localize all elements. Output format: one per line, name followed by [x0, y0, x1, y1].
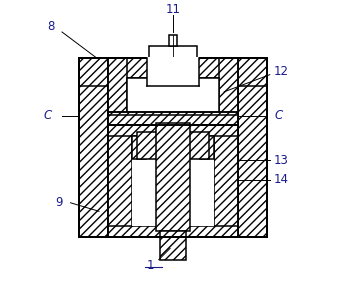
Bar	[199, 57, 267, 86]
Text: 12: 12	[274, 65, 289, 78]
Text: 11: 11	[165, 3, 181, 16]
Bar	[108, 114, 127, 132]
Text: 8: 8	[47, 20, 54, 33]
Bar	[108, 57, 127, 114]
Bar	[108, 124, 132, 237]
Text: C: C	[274, 110, 282, 122]
Bar	[137, 132, 209, 159]
Bar	[79, 57, 267, 237]
Bar	[108, 124, 238, 136]
Bar	[108, 112, 238, 124]
Bar	[238, 57, 267, 237]
Bar	[108, 112, 238, 124]
Bar	[127, 78, 219, 114]
Bar	[132, 136, 146, 159]
Bar	[79, 57, 108, 237]
Bar	[149, 46, 197, 78]
Bar	[79, 208, 267, 237]
Text: 9: 9	[55, 196, 63, 209]
Bar	[200, 136, 214, 159]
Bar	[79, 57, 147, 86]
Bar	[219, 114, 238, 132]
Bar	[108, 124, 238, 237]
Bar	[108, 57, 238, 114]
Text: C: C	[44, 110, 52, 122]
Bar	[214, 124, 238, 237]
Bar	[160, 231, 186, 260]
Bar	[108, 57, 238, 78]
Bar	[219, 57, 238, 114]
Text: 14: 14	[274, 174, 289, 186]
Bar	[108, 226, 238, 237]
Bar	[147, 57, 199, 86]
Bar	[169, 35, 177, 46]
Text: 1: 1	[146, 259, 154, 272]
Bar	[156, 123, 190, 231]
Bar	[132, 124, 214, 226]
Text: 13: 13	[274, 154, 289, 166]
